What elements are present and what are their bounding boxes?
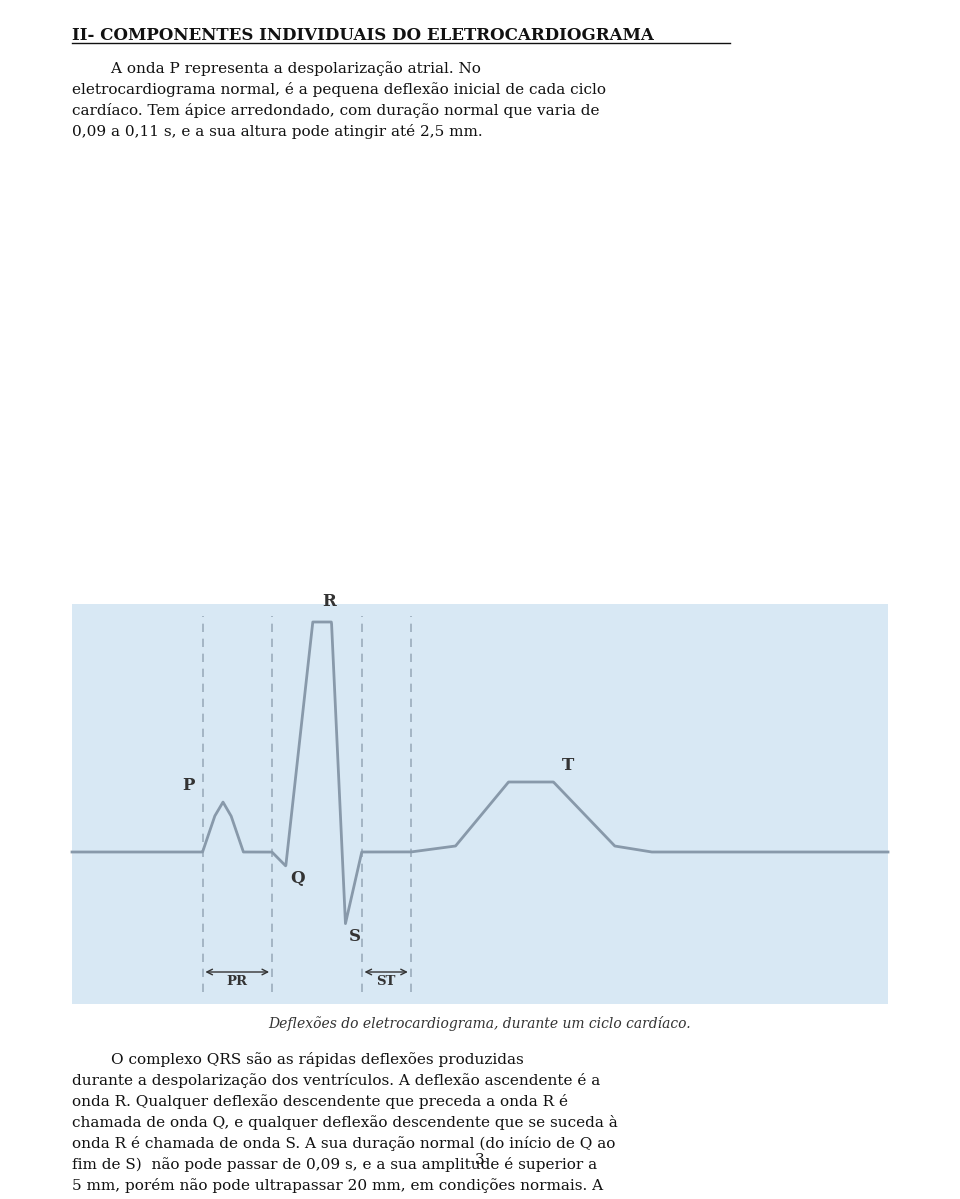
Text: eletrocardiograma normal, é a pequena deflexão inicial de cada ciclo: eletrocardiograma normal, é a pequena de… xyxy=(72,82,606,97)
Text: cardíaco. Tem ápice arredondado, com duração normal que varia de: cardíaco. Tem ápice arredondado, com dur… xyxy=(72,103,599,118)
Text: durante a despolarização dos ventrículos. A deflexão ascendente é a: durante a despolarização dos ventrículos… xyxy=(72,1073,600,1087)
Text: 0,09 a 0,11 s, e a sua altura pode atingir até 2,5 mm.: 0,09 a 0,11 s, e a sua altura pode ating… xyxy=(72,123,483,139)
Bar xyxy=(72,604,888,1004)
Text: Q: Q xyxy=(290,870,304,887)
Text: PR: PR xyxy=(227,975,248,988)
Text: Deflexões do eletrocardiograma, durante um ciclo cardíaco.: Deflexões do eletrocardiograma, durante … xyxy=(269,1016,691,1031)
Text: S: S xyxy=(349,928,361,945)
Text: A onda P representa a despolarização atrial. No: A onda P representa a despolarização atr… xyxy=(72,61,481,76)
Text: P: P xyxy=(182,777,195,794)
Text: O complexo QRS são as rápidas deflexões produzidas: O complexo QRS são as rápidas deflexões … xyxy=(72,1052,524,1067)
Text: ST: ST xyxy=(376,975,396,988)
Text: fim de S)  não pode passar de 0,09 s, e a sua amplitude é superior a: fim de S) não pode passar de 0,09 s, e a… xyxy=(72,1157,597,1171)
Text: onda R é chamada de onda S. A sua duração normal (do início de Q ao: onda R é chamada de onda S. A sua duraçã… xyxy=(72,1135,615,1151)
Text: 3: 3 xyxy=(475,1153,485,1167)
Text: II- COMPONENTES INDIVIDUAIS DO ELETROCARDIOGRAMA: II- COMPONENTES INDIVIDUAIS DO ELETROCAR… xyxy=(72,28,654,44)
Text: T: T xyxy=(562,757,574,775)
Text: onda R. Qualquer deflexão descendente que preceda a onda R é: onda R. Qualquer deflexão descendente qu… xyxy=(72,1093,568,1109)
Text: chamada de onda Q, e qualquer deflexão descendente que se suceda à: chamada de onda Q, e qualquer deflexão d… xyxy=(72,1115,617,1129)
Text: R: R xyxy=(323,594,336,610)
Text: 5 mm, porém não pode ultrapassar 20 mm, em condições normais. A: 5 mm, porém não pode ultrapassar 20 mm, … xyxy=(72,1177,603,1193)
